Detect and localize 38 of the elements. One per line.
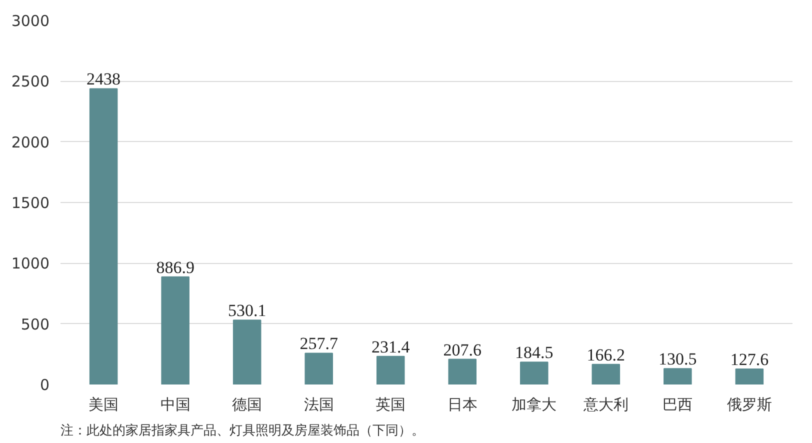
x-tick-label: 加拿大 — [512, 396, 557, 414]
x-tick-label: 法国 — [304, 396, 334, 414]
data-label: 130.5 — [658, 350, 697, 369]
x-tick-label: 意大利 — [582, 396, 628, 414]
data-label: 530.1 — [228, 301, 266, 320]
bar — [89, 88, 118, 384]
bar — [520, 362, 548, 384]
bar — [735, 368, 764, 384]
y-tick-label: 1500 — [11, 194, 50, 212]
x-tick-label: 巴西 — [662, 396, 693, 414]
data-label: 2438 — [86, 70, 121, 89]
bar — [376, 356, 405, 384]
data-label: 166.2 — [586, 345, 626, 364]
y-tick-label: 2000 — [11, 133, 50, 152]
x-tick-label: 德国 — [232, 396, 262, 414]
bar — [664, 368, 692, 384]
y-tick-label: 0 — [40, 376, 50, 394]
y-tick-label: 3000 — [11, 12, 50, 30]
x-tick-label: 日本 — [447, 396, 478, 414]
x-tick-label: 俄罗斯 — [726, 396, 772, 414]
bar — [592, 364, 620, 384]
x-tick-label: 美国 — [88, 396, 119, 414]
x-tick-label: 英国 — [376, 396, 406, 414]
bar — [448, 358, 477, 384]
bar — [232, 320, 262, 384]
data-label: 184.5 — [515, 343, 554, 362]
bar — [304, 352, 333, 384]
bar — [161, 276, 190, 384]
y-tick-label: 500 — [20, 315, 50, 334]
data-label: 257.7 — [300, 334, 338, 354]
data-label: 127.6 — [730, 350, 769, 370]
data-label: 886.9 — [156, 258, 194, 277]
data-label: 231.4 — [371, 337, 410, 356]
y-tick-label: 2500 — [11, 72, 50, 91]
x-tick-label: 中国 — [160, 396, 190, 414]
text: 注：此处的家居指家具产品、灯具照明及房屋装饰品（下同）。 — [60, 422, 424, 438]
y-tick-label: 1000 — [11, 254, 50, 273]
data-label: 207.6 — [443, 340, 482, 360]
